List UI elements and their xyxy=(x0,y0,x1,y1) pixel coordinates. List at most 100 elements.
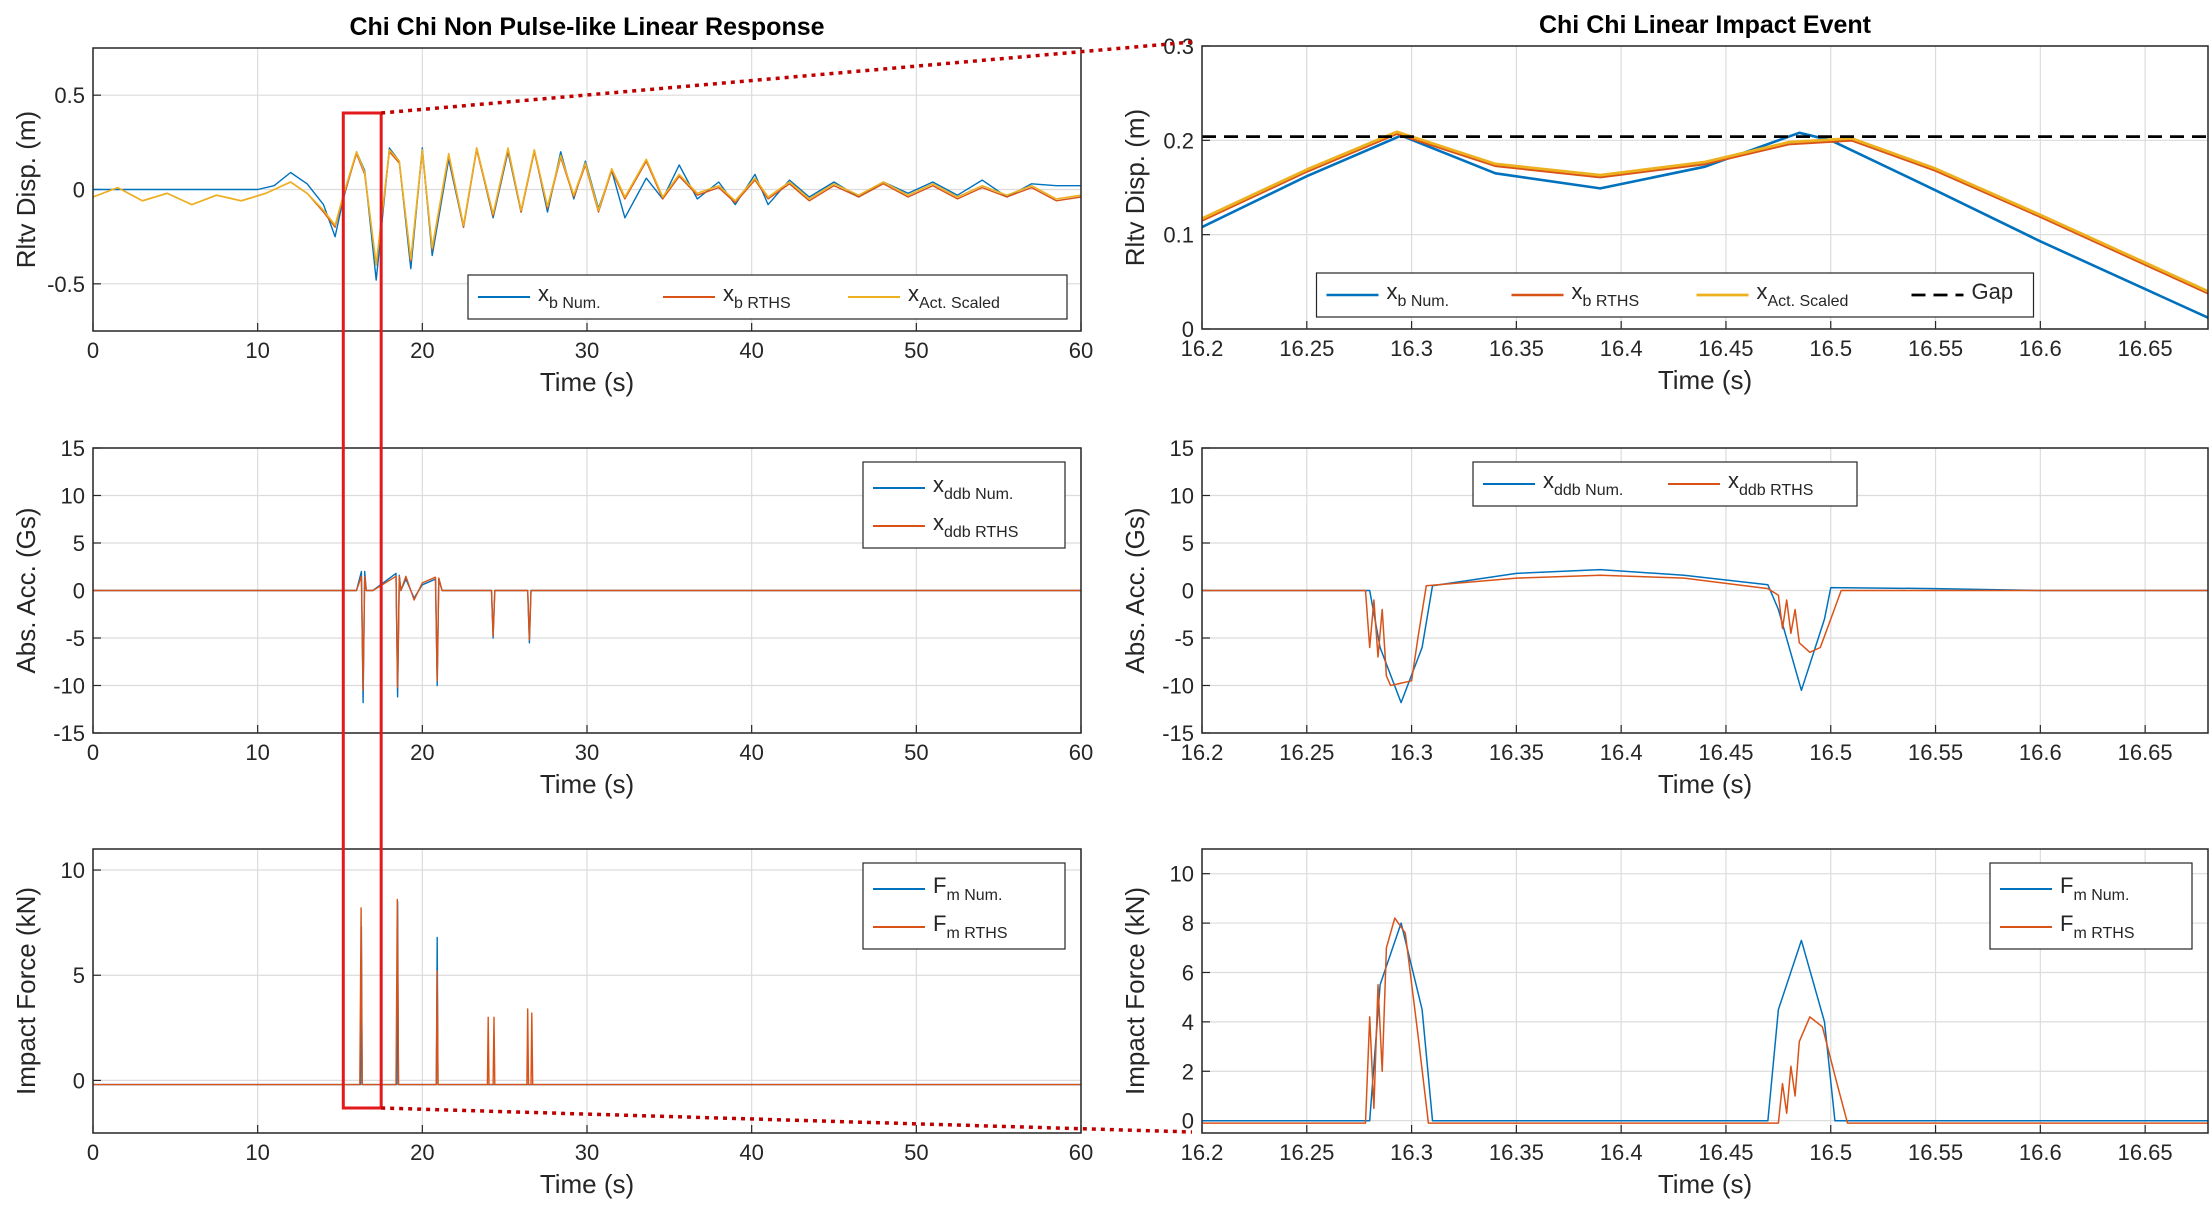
x-tick-label: 10 xyxy=(245,338,269,363)
x-tick-label: 16.55 xyxy=(1908,1140,1963,1165)
legend-label-num: xddb Num. xyxy=(1543,468,1623,499)
legend: Fm Num. Fm RTHS xyxy=(862,862,1066,950)
x-axis-label: Time (s) xyxy=(540,1169,634,1199)
axes-frame xyxy=(1201,848,2209,1134)
x-tick-label: 0 xyxy=(87,740,99,765)
x-tick-label: 40 xyxy=(739,338,763,363)
x-tick-label: 0 xyxy=(87,338,99,363)
legend-symbol: x xyxy=(1728,468,1739,493)
legend-label-rths: xb RTHS xyxy=(723,281,791,312)
legend-label-num: Fm Num. xyxy=(933,873,1002,904)
y-tick-label: -10 xyxy=(53,674,85,699)
x-tick-label: 16.6 xyxy=(2019,740,2062,765)
y-tick-label: 10 xyxy=(61,484,85,509)
series-line-rths xyxy=(93,898,1081,1086)
y-tick-label: -0.5 xyxy=(47,272,85,297)
y-tick-label: 8 xyxy=(1182,911,1194,936)
x-tick-label: 16.35 xyxy=(1489,336,1544,361)
x-tick-label: 40 xyxy=(739,740,763,765)
y-tick-label: -5 xyxy=(1174,626,1194,651)
y-tick-label: 0 xyxy=(1182,317,1194,342)
legend-label-rths: Fm RTHS xyxy=(933,911,1008,942)
x-tick-label: 16.25 xyxy=(1279,336,1334,361)
legend-subscript: m RTHS xyxy=(2073,925,2134,942)
x-tick-label: 16.3 xyxy=(1390,740,1433,765)
legend-item-rths: Fm RTHS xyxy=(873,911,1008,942)
legend-label-act: xAct. Scaled xyxy=(908,281,1000,312)
series-group xyxy=(93,570,1081,704)
legend: xddb Num.xddb RTHS xyxy=(862,461,1066,549)
legend-subscript: ddb RTHS xyxy=(944,524,1018,541)
y-tick-label: 15 xyxy=(1170,436,1194,461)
axes-frame xyxy=(92,447,1082,734)
legend-box xyxy=(1472,461,1858,507)
series-group xyxy=(93,898,1081,1086)
legend-symbol: x xyxy=(1543,468,1554,493)
legend-label-rths: xddb RTHS xyxy=(1728,468,1813,499)
legend-subscript: b Num. xyxy=(549,295,601,312)
legend-symbol: x xyxy=(723,281,734,306)
y-axis-label: Abs. Acc. (Gs) xyxy=(11,507,41,673)
y-tick-label: 2 xyxy=(1182,1059,1194,1084)
y-tick-label: 15 xyxy=(61,436,85,461)
zoom-annotation xyxy=(341,40,1193,1134)
y-tick-label: -15 xyxy=(1162,721,1194,746)
axes-frame xyxy=(1201,447,2209,734)
legend-item-act: xAct. Scaled xyxy=(1696,279,1849,310)
legend-box xyxy=(467,274,1068,320)
legend-label-act: xAct. Scaled xyxy=(1757,279,1849,310)
legend-subscript: m Num. xyxy=(946,887,1002,904)
legend-label-num: xb Num. xyxy=(1387,279,1450,310)
legend-subscript: b RTHS xyxy=(734,295,791,312)
y-tick-label: 10 xyxy=(1170,484,1194,509)
zoom-connector-bottom xyxy=(381,1106,1193,1134)
chart-title: Chi Chi Non Pulse-like Linear Response xyxy=(349,13,824,41)
zoom-highlight-box xyxy=(341,111,383,1110)
series-line-rths xyxy=(1202,132,2208,295)
legend: Fm Num. Fm RTHS xyxy=(1989,862,2193,950)
x-axis-label: Time (s) xyxy=(1658,769,1752,799)
y-tick-label: 0 xyxy=(73,178,85,203)
left-impact-force-plot: 0 10 20 30 40 50 60 0 5 10 Time (s) Impact Force (k… xyxy=(11,848,1093,1199)
legend-label-gap: Gap xyxy=(1972,279,2014,304)
right-displacement-plot: 16.2 16.25 16.3 16.35 16.4 16.45 16.5 16.55 16.6… xyxy=(1120,11,2209,395)
legend-label-num: Fm Num. xyxy=(2060,873,2129,904)
x-tick-label: 50 xyxy=(904,740,928,765)
legend-subscript: b RTHS xyxy=(1583,293,1640,310)
x-tick-label: 16.2 xyxy=(1181,1140,1224,1165)
x-tick-label: 16.2 xyxy=(1181,740,1224,765)
axes-frame xyxy=(92,47,1082,332)
x-tick-label: 16.65 xyxy=(2118,1140,2173,1165)
legend-symbol: x xyxy=(933,510,944,535)
y-tick-label: 0.3 xyxy=(1163,34,1194,59)
series-line-rths xyxy=(93,575,1081,691)
x-tick-label: 0 xyxy=(87,1140,99,1165)
x-axis-label: Time (s) xyxy=(540,367,634,397)
x-tick-label: 30 xyxy=(575,1140,599,1165)
legend-subscript: b Num. xyxy=(1398,293,1450,310)
x-tick-label: 16.2 xyxy=(1181,336,1224,361)
legend-label-rths: xb RTHS xyxy=(1572,279,1640,310)
legend-symbol: x xyxy=(908,281,919,306)
y-tick-label: 0.5 xyxy=(54,83,85,108)
x-tick-label: 16.6 xyxy=(2019,1140,2062,1165)
y-tick-label: 0 xyxy=(73,579,85,604)
legend: xddb Num.xddb RTHS xyxy=(1472,461,1858,507)
x-tick-label: 20 xyxy=(410,1140,434,1165)
legend-symbol: x xyxy=(1387,279,1398,304)
legend-label-rths: Fm RTHS xyxy=(2060,911,2135,942)
legend-symbol: x xyxy=(1757,279,1768,304)
series-group xyxy=(1202,568,2208,704)
legend-item-num: Fm Num. xyxy=(2000,873,2129,904)
x-tick-label: 16.25 xyxy=(1279,1140,1334,1165)
series-line-num xyxy=(1202,131,2208,319)
x-axis-label: Time (s) xyxy=(540,769,634,799)
x-tick-label: 16.5 xyxy=(1809,336,1852,361)
x-tick-label: 20 xyxy=(410,740,434,765)
y-axis-label: Abs. Acc. (Gs) xyxy=(1120,507,1150,673)
right-acceleration-plot: 16.2 16.25 16.3 16.35 16.4 16.45 16.5 16.55 16.6… xyxy=(1120,436,2209,799)
legend-subscript: ddb Num. xyxy=(1554,482,1623,499)
x-tick-label: 16.5 xyxy=(1809,1140,1852,1165)
x-tick-label: 16.3 xyxy=(1390,336,1433,361)
x-tick-label: 16.5 xyxy=(1809,740,1852,765)
